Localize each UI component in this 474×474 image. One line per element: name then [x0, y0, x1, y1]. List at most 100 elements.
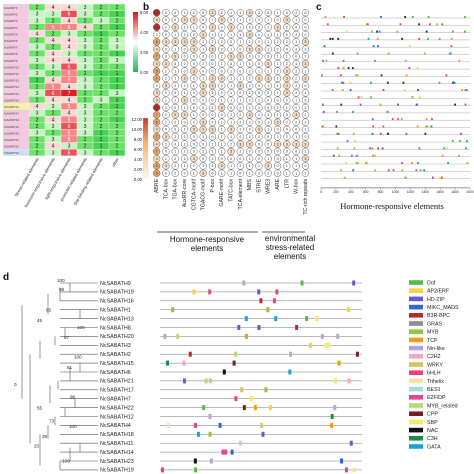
heatmap-value: 3 — [84, 117, 87, 123]
bubble-value: 2 — [230, 142, 232, 146]
cis-element-mark — [401, 169, 404, 172]
bubble — [153, 155, 161, 163]
bubble-value: 0 — [230, 18, 232, 22]
bubble-value: 0 — [184, 62, 186, 66]
bubble — [208, 9, 217, 17]
bubble — [264, 118, 272, 126]
bubble — [180, 45, 189, 53]
bubble — [236, 30, 244, 39]
bubble-value: 2 — [258, 18, 260, 22]
cis-element-mark — [355, 162, 358, 164]
bubble-value: 1 — [258, 55, 260, 59]
bootstrap-value: 100 — [69, 424, 77, 429]
heatmap-column-label: hormone-responsive elements — [23, 157, 55, 208]
heatmap-value: 2 — [36, 51, 39, 57]
tf-binding-site — [224, 449, 228, 455]
bubble-value: 1 — [239, 18, 241, 22]
bubble — [227, 162, 235, 170]
bubble — [180, 23, 189, 31]
tf-binding-site — [188, 351, 192, 357]
bubble-value: 3 — [230, 128, 232, 132]
heatmap-value: 3 — [84, 150, 87, 156]
bubble — [292, 82, 300, 90]
bubble — [199, 67, 207, 75]
legend-label: E2F/DP — [427, 395, 446, 401]
cis-element-mark — [465, 140, 468, 143]
bubble-value: 1 — [174, 98, 176, 102]
tf-binding-site — [352, 467, 356, 473]
tf-binding-site — [266, 307, 270, 313]
bubble — [283, 30, 291, 39]
bootstrap-value: 61 — [67, 365, 73, 370]
tf-binding-site — [202, 405, 206, 411]
bootstrap-value: 100 — [62, 459, 70, 464]
bubble-value: 0 — [249, 128, 251, 132]
gene-label: NcSABATH2 — [4, 14, 18, 17]
cis-element-mark — [463, 16, 466, 18]
tf-binding-site — [208, 414, 212, 419]
bubble-value: 1 — [230, 135, 232, 139]
gene-label-bg — [3, 96, 29, 103]
bootstrap-value: 55 — [37, 405, 43, 410]
cis-element-mark — [386, 81, 389, 84]
bubble-value: 0 — [174, 128, 176, 132]
bubble — [199, 125, 207, 134]
bubble-value: 1 — [184, 128, 186, 132]
cis-element-mark — [404, 89, 406, 91]
cis-element-mark — [416, 125, 419, 128]
cis-element-mark — [360, 96, 363, 99]
legend-swatch — [409, 321, 423, 326]
bubble — [171, 118, 179, 126]
gene-label: NcSABATH8 — [100, 325, 131, 331]
bubble — [301, 125, 310, 134]
bubble — [236, 169, 244, 177]
gene-label: NcSABATH12 — [100, 414, 134, 420]
gene-label-bg — [3, 122, 29, 130]
heatmap-value: 4 — [68, 84, 71, 90]
cis-element-mark — [436, 23, 439, 26]
heatmap-value: 2 — [100, 104, 103, 110]
heatmap-value: 3 — [84, 131, 87, 137]
bubble-value: 2 — [230, 113, 232, 117]
cis-element-mark — [404, 16, 407, 18]
bubble — [292, 45, 300, 53]
bubble — [236, 67, 244, 75]
bubble — [255, 45, 263, 53]
bubble-value: 7 — [156, 77, 158, 81]
bubble — [199, 155, 207, 163]
bubble — [264, 147, 272, 155]
bubble-value: 0 — [202, 98, 204, 102]
cis-element-mark — [382, 125, 385, 128]
bubble — [246, 111, 254, 119]
bubble — [218, 23, 226, 31]
cis-element-mark — [345, 30, 348, 33]
bubble — [283, 96, 291, 104]
bubble — [199, 45, 207, 53]
bubble — [227, 125, 235, 134]
bubble-value: 6 — [156, 40, 158, 44]
bubble — [227, 9, 235, 17]
heatmap-value: 2 — [100, 111, 103, 117]
cis-element-mark — [372, 45, 375, 48]
cis-element-mark — [404, 176, 407, 179]
cis-element-mark — [340, 103, 343, 106]
tf-binding-site — [330, 422, 334, 428]
cis-element-mark — [461, 89, 464, 91]
bubble-value: 1 — [258, 106, 260, 110]
bubble-value: 1 — [277, 11, 279, 15]
bubble-value: 2 — [305, 106, 307, 110]
bubble-value: 1 — [174, 77, 176, 81]
heatmap-value: 4 — [84, 25, 87, 31]
bubble-value: 3 — [202, 171, 204, 175]
bubble-value: 1 — [221, 98, 223, 102]
bubble-value: 1 — [184, 91, 186, 95]
bubble-value: 0 — [305, 25, 307, 29]
bubble-value: 5 — [156, 164, 158, 168]
bubble — [236, 38, 244, 46]
bubble — [218, 74, 226, 82]
bubble — [180, 140, 189, 148]
tf-binding-site — [347, 378, 351, 384]
bubble-value: 3 — [212, 128, 214, 132]
heatmap-value: 4 — [36, 104, 39, 110]
gene-label: NcSABATH6 — [4, 40, 18, 43]
